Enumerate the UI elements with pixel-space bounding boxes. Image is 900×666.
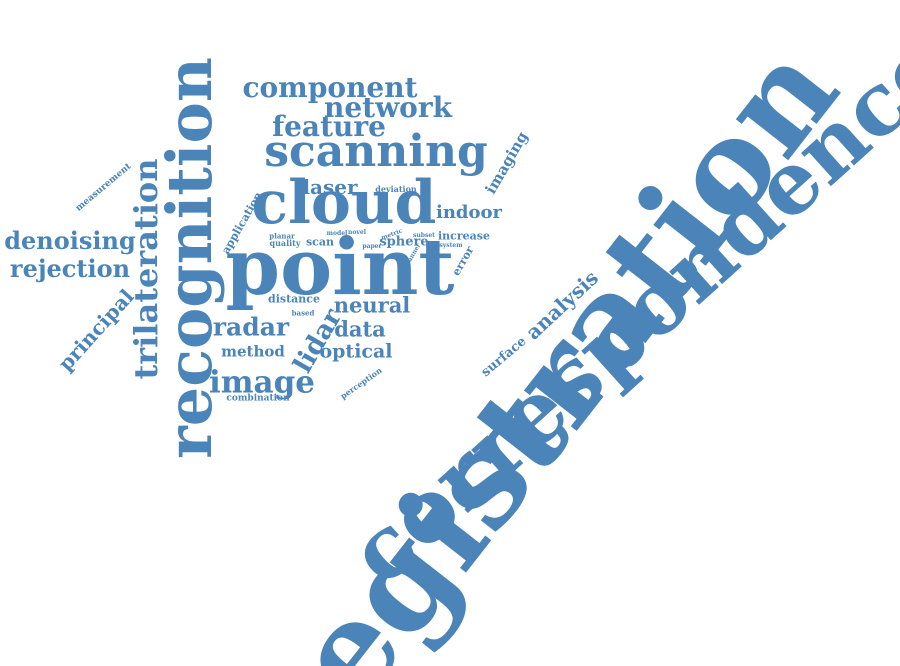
- word-deviation: deviation: [375, 184, 417, 194]
- word-distance: distance: [268, 292, 320, 306]
- word-data: data: [334, 316, 386, 342]
- word-denoising: denoising: [4, 226, 136, 255]
- word-neural: neural: [333, 292, 411, 318]
- word-component: component: [242, 71, 418, 104]
- word-indoor: indoor: [435, 202, 503, 223]
- word-trilateration: trilateration: [127, 158, 165, 380]
- word-model: model: [326, 230, 348, 237]
- word-combination: combination: [226, 393, 290, 404]
- word-subset: subset: [413, 232, 435, 239]
- word-measurement: measurement: [73, 161, 134, 214]
- word-perception: perception: [338, 365, 384, 401]
- word-imaging: imaging: [481, 128, 532, 198]
- word-based: based: [291, 308, 315, 318]
- word-paper: paper: [362, 243, 382, 250]
- word-point: point: [225, 222, 455, 313]
- word-novel: novel: [348, 229, 366, 236]
- word-cloud-term: cloud: [251, 168, 437, 238]
- word-laser: laser: [302, 175, 358, 199]
- word-radar: radar: [212, 312, 290, 342]
- word-principal: principal: [53, 284, 139, 376]
- word-image: image: [208, 364, 316, 401]
- word-system: system: [439, 242, 463, 249]
- word-sphere: sphere: [379, 234, 429, 250]
- word-quality: quality: [269, 238, 301, 248]
- word-method: method: [221, 342, 285, 361]
- word-increase: increase: [438, 229, 490, 243]
- word-optical: optical: [319, 340, 393, 363]
- word-rejection: rejection: [9, 254, 131, 283]
- word-scanning: scanning: [264, 126, 488, 177]
- word-feature: feature: [272, 110, 386, 143]
- word-planar: planar: [269, 231, 295, 241]
- word-network: network: [323, 91, 453, 124]
- word-scan: scan: [305, 235, 335, 249]
